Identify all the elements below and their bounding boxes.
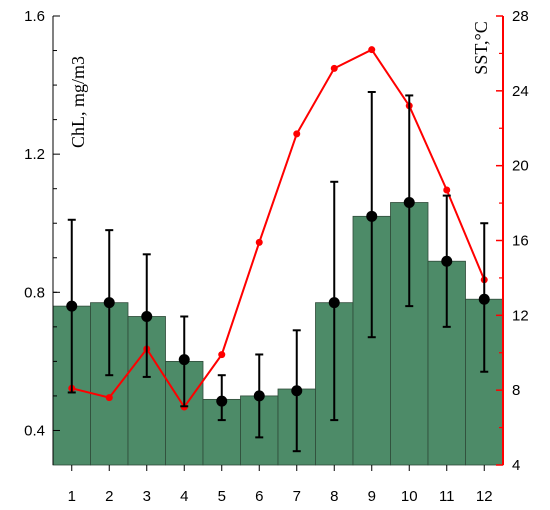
- sst-point-8: [330, 64, 338, 72]
- right-tick-label: 28: [512, 8, 529, 25]
- error-bars-layer: [66, 90, 490, 453]
- sst-line-layer: [68, 46, 488, 411]
- x-tick-label: 2: [105, 488, 113, 505]
- chl-point-2: [103, 297, 115, 309]
- chl-point-1: [66, 300, 78, 312]
- chl-point-11: [441, 255, 453, 267]
- left-tick-label: 0.8: [24, 284, 45, 301]
- chl-point-6: [253, 390, 265, 402]
- right-tick-label: 16: [512, 233, 529, 250]
- right-tick-label: 24: [512, 83, 529, 100]
- sst-point-6: [255, 238, 263, 246]
- x-tick-label: 5: [218, 488, 226, 505]
- sst-point-5: [218, 351, 226, 359]
- chl-point-9: [366, 210, 378, 222]
- x-tick-label: 7: [293, 488, 301, 505]
- left-axis: 0.4 0.8 1.2 1.6: [24, 8, 60, 465]
- x-tick-label: 11: [439, 488, 455, 505]
- x-tick-label: 3: [143, 488, 151, 505]
- sst-point-7: [293, 130, 301, 138]
- chl-point-10: [403, 197, 415, 209]
- chl-point-3: [141, 310, 153, 322]
- chl-point-5: [216, 395, 228, 407]
- x-tick-label: 6: [255, 488, 263, 505]
- x-tick-label: 9: [368, 488, 376, 505]
- left-tick-label: 1.2: [24, 146, 45, 163]
- x-tick-label: 10: [401, 488, 418, 505]
- x-tick-label: 4: [180, 488, 188, 505]
- right-axis: 4 8 12 16 20 24 28: [496, 8, 529, 474]
- right-tick-label: 4: [512, 457, 520, 474]
- right-axis-title: SST,°C: [471, 21, 491, 74]
- x-tick-label: 8: [330, 488, 338, 505]
- bars-layer: [52, 202, 504, 466]
- chl-point-4: [178, 354, 190, 366]
- x-axis: 1 2 3 4 5 6 7 8 9 10 11 12: [68, 465, 493, 505]
- right-tick-label: 12: [512, 307, 529, 324]
- left-tick-label: 1.6: [24, 8, 45, 25]
- sst-line: [71, 48, 486, 409]
- x-tick-label: 1: [68, 488, 76, 505]
- chl-point-12: [478, 293, 490, 305]
- sst-point-11: [443, 186, 451, 194]
- x-tick-label: 12: [476, 488, 493, 505]
- left-tick-label: 0.4: [24, 422, 45, 439]
- chl-point-8: [328, 297, 340, 309]
- chl-point-7: [291, 385, 303, 397]
- sst-point-9: [368, 46, 376, 54]
- sst-point-2: [105, 394, 113, 402]
- left-axis-title: ChL, mg/m3: [68, 56, 88, 148]
- right-tick-label: 8: [512, 382, 520, 399]
- right-tick-label: 20: [512, 158, 529, 175]
